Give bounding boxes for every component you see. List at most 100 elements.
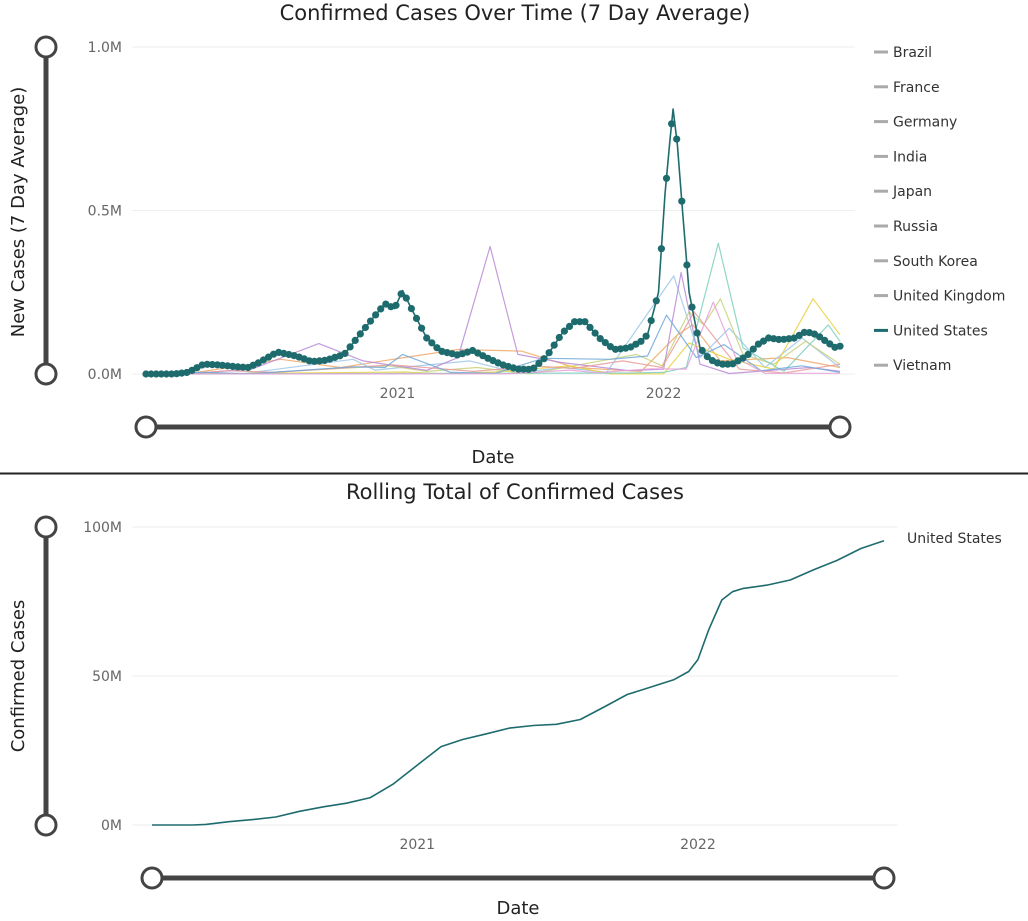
- data-point: [428, 339, 436, 347]
- legend-item-russia[interactable]: Russia: [874, 219, 938, 235]
- x-range-slider-handle-start[interactable]: [140, 866, 164, 890]
- legend-item-india[interactable]: India: [874, 149, 927, 165]
- data-point: [407, 305, 415, 313]
- y-range-slider-handle-start[interactable]: [34, 515, 58, 539]
- data-point: [693, 329, 701, 337]
- series-line-south-korea: [163, 242, 841, 375]
- data-point: [586, 323, 594, 331]
- data-point: [535, 359, 543, 367]
- data-point: [800, 328, 808, 336]
- data-point: [591, 329, 599, 337]
- legend-label: Brazil: [893, 45, 932, 61]
- data-point: [775, 335, 783, 344]
- data-point: [688, 303, 696, 311]
- legend-item-south-korea[interactable]: South Korea: [874, 254, 978, 270]
- data-point: [346, 343, 354, 351]
- data-point: [341, 349, 349, 357]
- data-point: [540, 355, 548, 363]
- data-point: [418, 324, 426, 332]
- data-point: [821, 336, 829, 344]
- data-point: [142, 370, 150, 378]
- series-end-label: United States: [907, 531, 1002, 547]
- legend-item-brazil[interactable]: Brazil: [874, 45, 932, 61]
- data-point: [657, 245, 666, 253]
- data-point: [555, 333, 563, 342]
- legend-item-united-kingdom[interactable]: United Kingdom: [874, 289, 1005, 305]
- data-point: [356, 330, 364, 338]
- data-point: [571, 318, 579, 326]
- data-point: [565, 322, 574, 330]
- y-tick-label: 0M: [101, 818, 122, 834]
- data-point: [372, 311, 380, 319]
- legend-label: Russia: [893, 219, 938, 235]
- y-axis-title: Confirmed Cases: [8, 600, 29, 753]
- data-point: [749, 345, 757, 353]
- data-point: [157, 370, 165, 378]
- x-tick-label: 2021: [399, 837, 435, 853]
- data-point: [208, 361, 216, 369]
- legend-label: Japan: [892, 184, 932, 200]
- x-axis-title: Date: [496, 898, 539, 919]
- data-point: [402, 294, 410, 302]
- data-point: [234, 363, 242, 371]
- data-point: [560, 327, 569, 335]
- data-point: [683, 261, 691, 269]
- rolling-total-chart: Rolling Total of Confirmed Cases 0M 50M 100…: [8, 480, 1002, 919]
- x-range-slider-handle-end[interactable]: [872, 866, 896, 890]
- data-point: [581, 318, 589, 326]
- legend-label: India: [893, 149, 927, 165]
- data-point: [673, 135, 681, 143]
- legend-item-united-states[interactable]: United States: [874, 323, 988, 339]
- data-point: [668, 120, 676, 128]
- x-range-slider-handle-start[interactable]: [134, 415, 158, 439]
- data-point: [744, 350, 752, 359]
- data-point: [816, 333, 824, 341]
- data-point: [719, 360, 727, 368]
- chart-title: Rolling Total of Confirmed Cases: [346, 480, 684, 504]
- data-point: [392, 301, 400, 309]
- x-tick-label: 2022: [646, 386, 682, 402]
- data-point: [147, 370, 155, 378]
- data-point: [530, 364, 538, 372]
- y-tick-label: 0.5M: [88, 204, 122, 220]
- data-point: [433, 344, 441, 352]
- data-point: [698, 346, 706, 355]
- data-point: [826, 340, 834, 348]
- legend-item-japan[interactable]: Japan: [874, 184, 932, 200]
- y-range-slider-handle-end[interactable]: [34, 362, 58, 386]
- data-point: [152, 370, 160, 378]
- y-range-slider-handle-end[interactable]: [34, 813, 58, 837]
- data-point: [361, 323, 369, 332]
- legend-item-germany[interactable]: Germany: [874, 115, 957, 131]
- y-tick-label: 1.0M: [88, 40, 122, 56]
- y-range-slider-handle-start[interactable]: [34, 35, 58, 59]
- y-tick-label: 100M: [83, 520, 122, 536]
- data-point: [412, 314, 421, 322]
- x-tick-label: 2021: [380, 386, 416, 402]
- data-point: [652, 297, 660, 305]
- data-point: [601, 339, 609, 347]
- legend-item-vietnam[interactable]: Vietnam: [874, 358, 951, 374]
- data-point: [545, 349, 553, 357]
- data-point: [224, 362, 232, 370]
- series-line-brazil: [184, 324, 841, 375]
- legend-label: Vietnam: [893, 358, 951, 374]
- data-point: [366, 317, 375, 325]
- data-point: [162, 370, 170, 378]
- chart-title: Confirmed Cases Over Time (7 Day Average…: [280, 1, 751, 25]
- series-line-vietnam: [174, 301, 840, 375]
- legend-item-france[interactable]: France: [874, 80, 940, 96]
- legend-label: United States: [893, 323, 988, 339]
- data-point: [520, 365, 528, 373]
- data-point: [377, 305, 385, 313]
- data-point: [550, 341, 558, 349]
- y-tick-label: 0.0M: [88, 367, 122, 383]
- x-range-slider-handle-end[interactable]: [828, 415, 852, 439]
- data-point: [351, 336, 359, 344]
- data-point: [703, 353, 711, 361]
- data-point: [678, 197, 686, 205]
- x-tick-label: 2022: [680, 837, 716, 853]
- data-point: [239, 363, 247, 371]
- y-axis-title: New Cases (7 Day Average): [8, 87, 29, 338]
